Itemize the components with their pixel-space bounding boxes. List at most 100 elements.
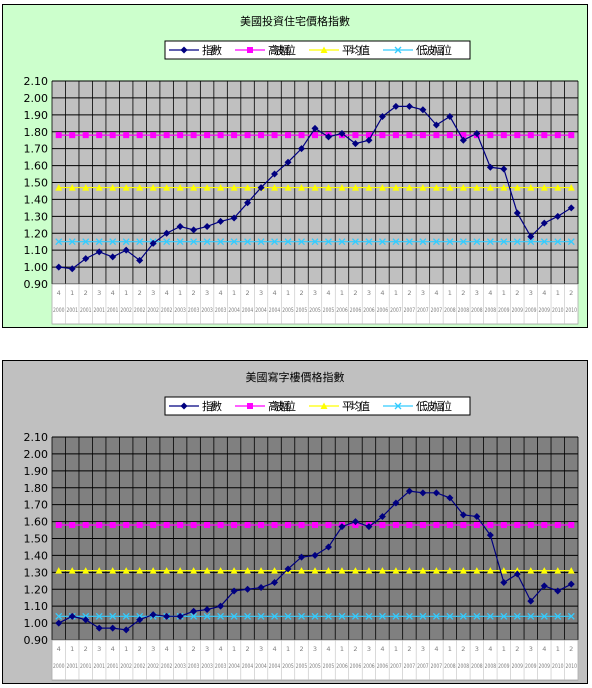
x-year-label: 2005 xyxy=(282,663,294,670)
series-point xyxy=(500,132,507,139)
data-point xyxy=(149,239,157,247)
x-year-label: 2006 xyxy=(350,663,362,670)
x-year-label: 2004 xyxy=(255,307,267,314)
x-year-label: 2006 xyxy=(336,307,348,314)
series-point xyxy=(190,612,198,620)
y-tick-label: 1.20 xyxy=(24,227,49,240)
series-point xyxy=(554,238,562,246)
y-tick-label: 0.90 xyxy=(24,634,49,647)
x-tick-label: 3 xyxy=(529,645,533,653)
series-point xyxy=(459,567,467,574)
x-tick-label: 1 xyxy=(448,645,452,653)
series-point xyxy=(554,612,562,620)
data-point xyxy=(432,121,440,129)
series-point xyxy=(513,612,521,620)
x-year-label: 2004 xyxy=(242,663,254,670)
data-point xyxy=(486,531,494,539)
x-year-label: 2002 xyxy=(161,307,173,314)
x-tick-label: 4 xyxy=(219,289,223,297)
x-year-label: 2002 xyxy=(120,307,132,314)
data-point xyxy=(257,584,265,592)
x-year-label: 2004 xyxy=(269,307,281,314)
series-point xyxy=(311,612,319,620)
series-point xyxy=(109,567,117,574)
series-point xyxy=(244,521,251,528)
series-point xyxy=(177,132,184,139)
x-year-label: 2004 xyxy=(255,663,267,670)
series-point xyxy=(312,132,318,139)
series-point xyxy=(379,521,386,528)
x-year-label: 2002 xyxy=(147,307,159,314)
series-point xyxy=(446,612,454,620)
x-year-label: 2007 xyxy=(431,307,443,314)
series-point xyxy=(123,521,130,528)
series-point xyxy=(163,184,171,191)
x-year-label: 2001 xyxy=(93,663,105,670)
series-point xyxy=(325,612,332,620)
series-point xyxy=(150,521,157,528)
series-point xyxy=(527,238,535,246)
data-point xyxy=(136,616,144,624)
y-tick-label: 2.10 xyxy=(24,75,49,88)
series-point xyxy=(68,567,76,574)
series-point xyxy=(96,521,103,528)
chart-title: 美國投資住宅價格指數 xyxy=(240,14,350,28)
data-point xyxy=(190,607,198,615)
x-tick-label: 4 xyxy=(380,645,384,653)
series-point xyxy=(271,612,278,620)
series-point xyxy=(203,238,211,246)
data-point xyxy=(244,199,252,207)
x-year-label: 2009 xyxy=(498,307,510,314)
x-year-label: 2007 xyxy=(404,663,416,670)
series-point xyxy=(568,132,575,139)
x-year-label: 2008 xyxy=(444,307,456,314)
data-point xyxy=(284,565,292,573)
y-tick-label: 1.80 xyxy=(24,126,49,139)
series-point xyxy=(419,238,427,246)
x-tick-label: 2 xyxy=(515,645,519,653)
x-year-label: 2006 xyxy=(336,663,348,670)
series-point xyxy=(378,612,386,620)
series-point xyxy=(190,238,198,246)
x-year-label: 2003 xyxy=(174,663,186,670)
x-year-label: 2004 xyxy=(269,663,281,670)
series-point xyxy=(136,238,144,246)
x-year-label: 2007 xyxy=(390,663,402,670)
x-year-label: 2003 xyxy=(201,663,213,670)
series-point xyxy=(122,184,130,191)
series-point xyxy=(190,521,197,528)
legend-marker xyxy=(180,46,188,54)
x-tick-label: 4 xyxy=(326,289,330,297)
x-year-label: 2010 xyxy=(552,307,564,314)
x-tick-label: 1 xyxy=(70,289,74,297)
series-point xyxy=(338,612,346,620)
y-tick-label: 1.20 xyxy=(24,583,49,596)
x-tick-label: 4 xyxy=(326,645,330,653)
series-point xyxy=(69,132,76,139)
series-point xyxy=(285,132,292,139)
x-tick-label: 4 xyxy=(488,645,492,653)
series-point xyxy=(244,238,252,246)
series-point xyxy=(204,132,211,139)
data-point xyxy=(473,513,481,521)
x-year-label: 2003 xyxy=(201,307,213,314)
data-point xyxy=(95,248,103,256)
series-point xyxy=(486,184,494,191)
series-point xyxy=(136,567,144,574)
x-tick-label: 3 xyxy=(259,645,263,653)
x-tick-label: 2 xyxy=(461,289,465,297)
data-point xyxy=(567,204,575,212)
series-point xyxy=(82,132,89,139)
series-point xyxy=(487,132,494,139)
series-point xyxy=(567,238,575,246)
data-point xyxy=(365,523,373,531)
x-year-label: 2002 xyxy=(161,663,173,670)
series-point xyxy=(392,567,400,574)
series-point xyxy=(527,132,534,139)
series-point xyxy=(271,238,278,246)
series-point xyxy=(351,567,359,574)
series-point xyxy=(432,238,440,246)
series-point xyxy=(486,238,494,246)
legend-label: 指數 xyxy=(202,43,222,57)
x-year-label: 2009 xyxy=(512,307,524,314)
